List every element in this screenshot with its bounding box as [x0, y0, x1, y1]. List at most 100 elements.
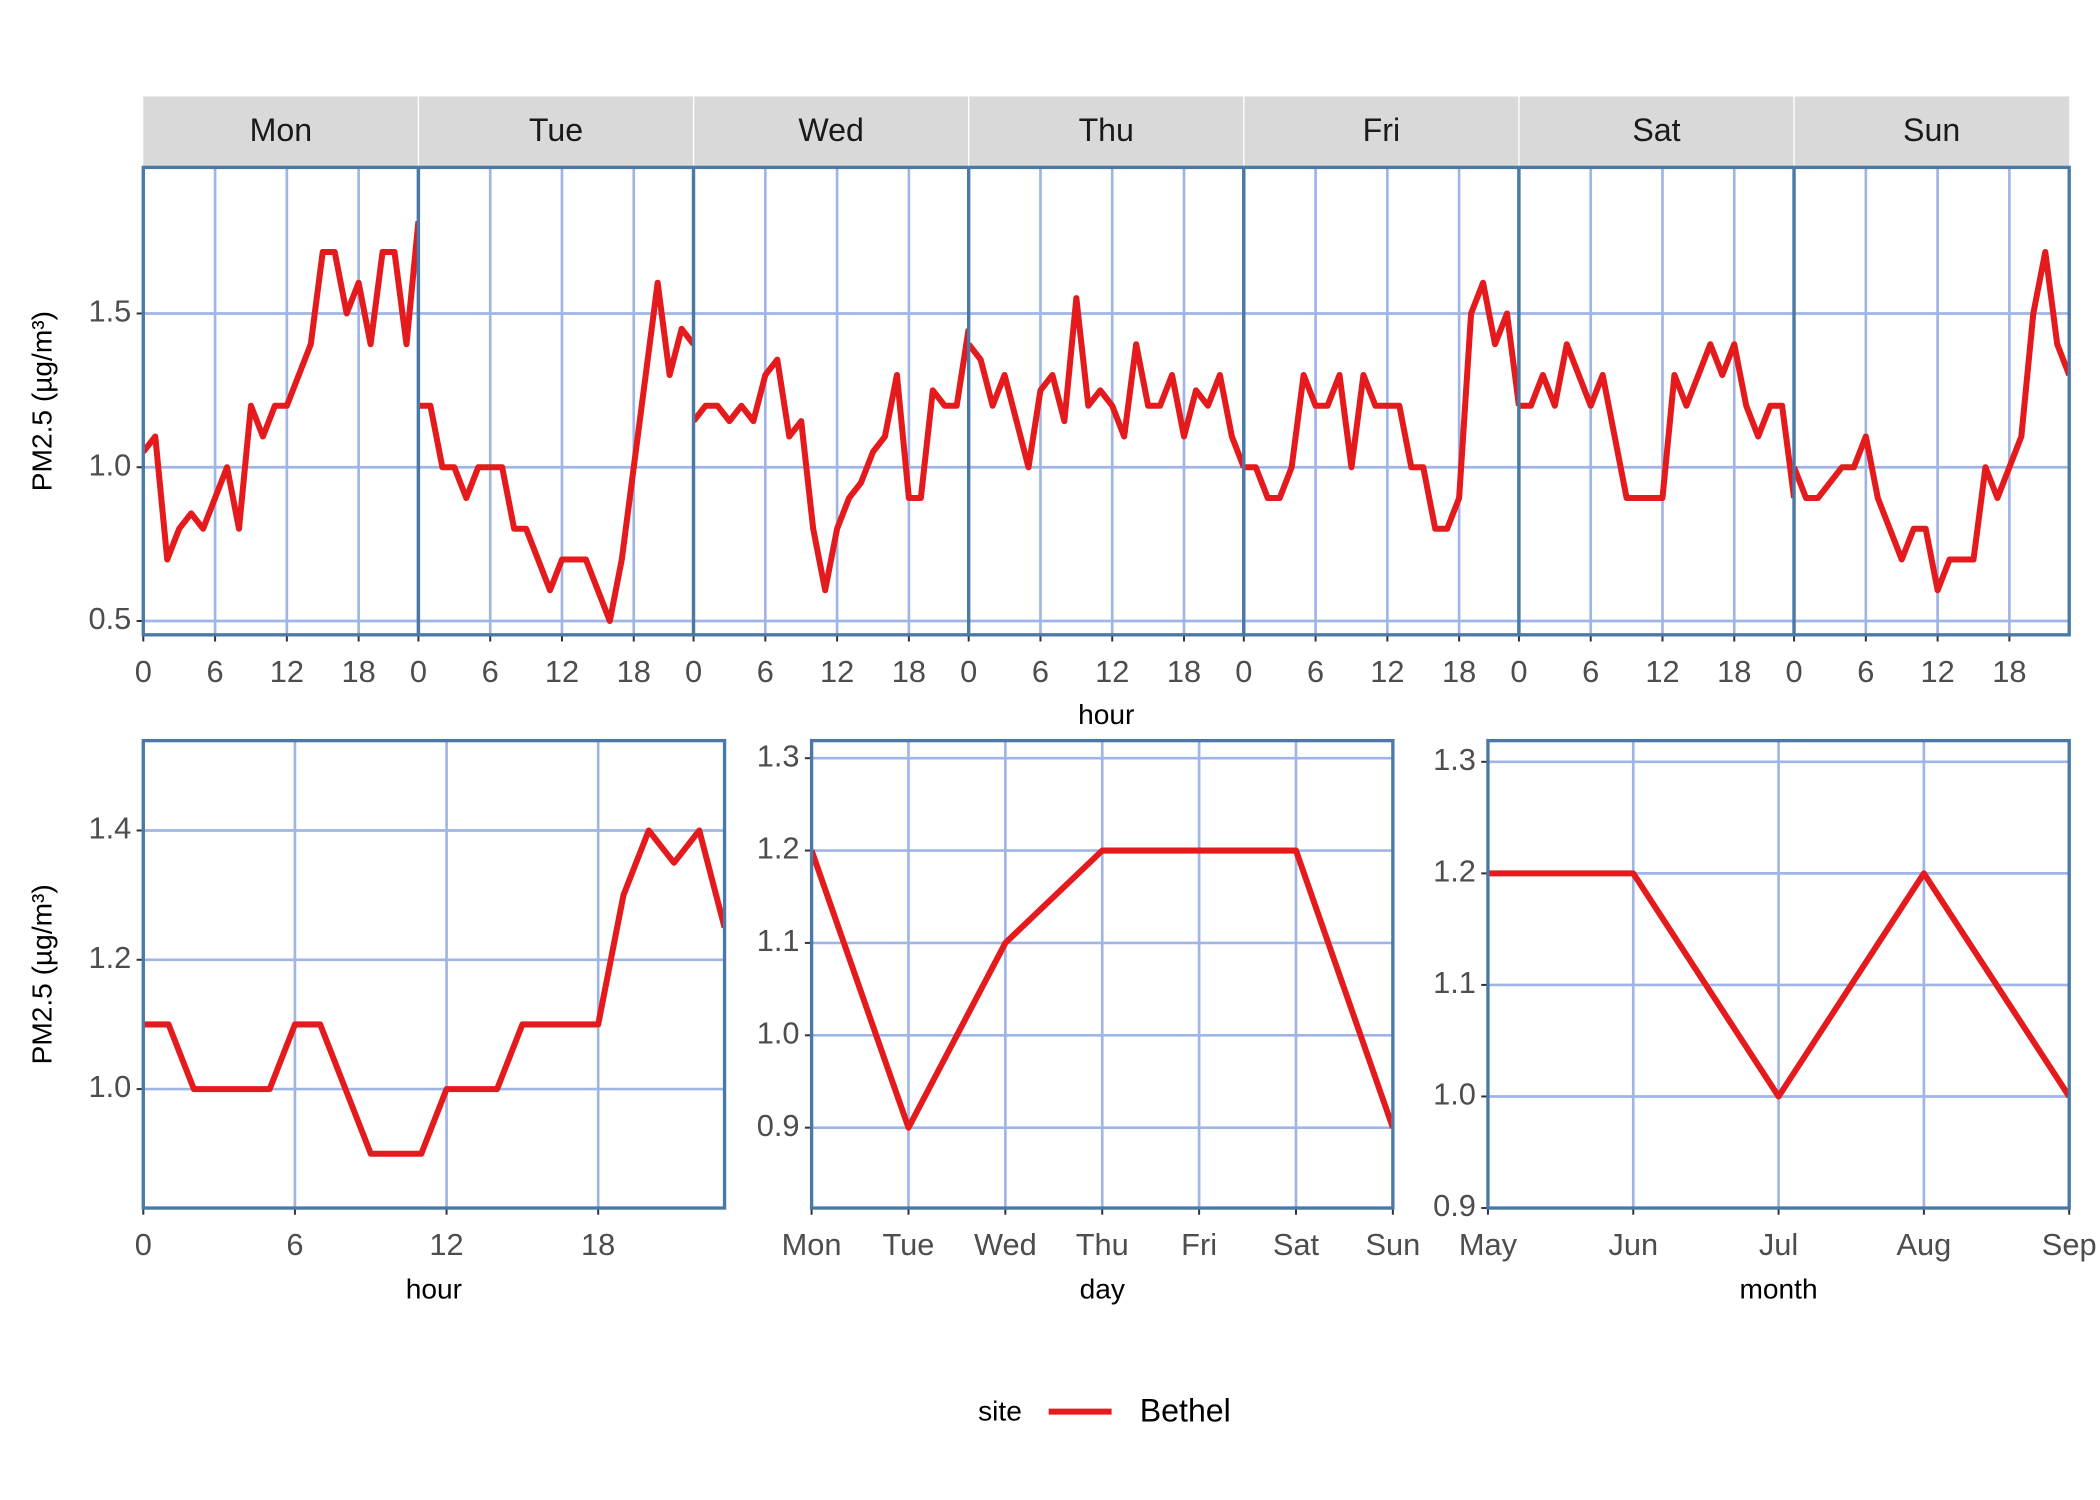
x-tick-label: 0 — [960, 654, 977, 689]
x-tick-label: 18 — [341, 654, 375, 689]
x-tick-label: Aug — [1896, 1227, 1951, 1262]
data-line — [1487, 870, 2070, 1100]
y-tick-label: 1.3 — [1433, 742, 1476, 777]
y-tick-label: 1.2 — [757, 831, 800, 866]
x-axis-title: hour — [1078, 699, 1134, 730]
data-line — [811, 847, 1393, 1131]
x-tick-label: 12 — [545, 654, 579, 689]
x-tick-label: 12 — [1095, 654, 1129, 689]
legend-label: Bethel — [1140, 1392, 1231, 1428]
x-tick-label: Sat — [1273, 1227, 1320, 1262]
x-axis-title: hour — [406, 1273, 462, 1304]
strip-background — [1243, 96, 1519, 168]
y-tick-label: 1.4 — [88, 811, 131, 846]
strip-label: Tue — [529, 112, 583, 148]
panel-border — [141, 738, 727, 1210]
x-tick-label: 12 — [820, 654, 854, 689]
strip-background — [418, 96, 694, 168]
x-axis-title: day — [1080, 1273, 1125, 1304]
x-tick-label: 0 — [685, 654, 702, 689]
x-tick-label: 6 — [482, 654, 499, 689]
x-tick-label: 18 — [617, 654, 651, 689]
x-tick-label: 6 — [1582, 654, 1599, 689]
x-tick-label: 12 — [1920, 654, 1954, 689]
x-tick-label: Thu — [1076, 1227, 1129, 1262]
strip-label: Sun — [1903, 112, 1960, 148]
panel-background — [143, 740, 725, 1209]
panel-background — [1518, 167, 1795, 635]
x-tick-label: Sep — [2042, 1227, 2097, 1262]
x-tick-label: 18 — [1992, 654, 2026, 689]
x-tick-label: 6 — [757, 654, 774, 689]
strip-background — [143, 96, 419, 168]
x-tick-label: 6 — [1857, 654, 1874, 689]
x-tick-label: May — [1459, 1227, 1518, 1262]
y-tick-label: 0.5 — [88, 601, 131, 636]
data-line — [143, 220, 419, 563]
y-tick-label: 0.9 — [1433, 1188, 1476, 1223]
y-tick-label: 1.3 — [757, 738, 800, 773]
x-tick-label: 18 — [581, 1227, 615, 1262]
x-tick-label: 6 — [1032, 654, 1049, 689]
data-line — [693, 328, 969, 594]
x-tick-label: Jul — [1759, 1227, 1798, 1262]
x-tick-label: Jun — [1608, 1227, 1658, 1262]
x-tick-label: 6 — [286, 1227, 303, 1262]
x-tick-label: 0 — [410, 654, 427, 689]
x-tick-label: 12 — [429, 1227, 463, 1262]
data-line — [418, 279, 694, 624]
x-tick-label: 6 — [1307, 654, 1324, 689]
legend-title: site — [978, 1395, 1022, 1426]
strip-background — [968, 96, 1244, 168]
panel-border — [1486, 738, 2071, 1210]
x-tick-label: 12 — [270, 654, 304, 689]
x-axis-title: month — [1740, 1273, 1818, 1304]
y-axis-title: PM2.5 (µg/m³) — [27, 311, 58, 491]
x-tick-label: Fri — [1181, 1227, 1217, 1262]
y-tick-label: 1.1 — [1433, 965, 1476, 1000]
x-tick-label: Sun — [1365, 1227, 1420, 1262]
y-tick-label: 1.5 — [88, 294, 131, 329]
x-tick-label: 18 — [1442, 654, 1476, 689]
y-tick-label: 1.2 — [88, 940, 131, 975]
panel-background — [418, 167, 694, 635]
x-tick-label: Mon — [782, 1227, 842, 1262]
x-tick-label: 0 — [135, 1227, 152, 1262]
x-tick-label: 0 — [135, 654, 152, 689]
panel-background — [143, 167, 419, 635]
data-line — [968, 295, 1244, 471]
data-line — [143, 827, 725, 1157]
y-tick-label: 1.1 — [757, 923, 800, 958]
data-line — [1794, 248, 2070, 594]
data-line — [1243, 279, 1519, 532]
x-tick-label: 0 — [1510, 654, 1527, 689]
x-tick-label: 0 — [1235, 654, 1252, 689]
x-tick-label: 18 — [1167, 654, 1201, 689]
x-tick-label: 18 — [1717, 654, 1751, 689]
strip-background — [1794, 96, 2070, 168]
x-tick-label: Tue — [883, 1227, 935, 1262]
data-line — [1518, 341, 1795, 501]
strip-background — [1518, 96, 1795, 168]
y-tick-label: 1.0 — [1433, 1077, 1476, 1112]
x-tick-label: 0 — [1785, 654, 1802, 689]
y-tick-label: 0.9 — [757, 1108, 800, 1143]
x-tick-label: 18 — [892, 654, 926, 689]
x-tick-label: 6 — [207, 654, 224, 689]
y-tick-label: 1.0 — [88, 1069, 131, 1104]
y-axis-title: PM2.5 (µg/m³) — [27, 884, 58, 1064]
strip-label: Thu — [1079, 112, 1134, 148]
x-tick-label: 12 — [1645, 654, 1679, 689]
y-tick-label: 1.0 — [88, 447, 131, 482]
panel-background — [1243, 167, 1519, 635]
panel-border — [809, 738, 1395, 1210]
y-tick-label: 1.2 — [1433, 854, 1476, 889]
x-tick-label: Wed — [974, 1227, 1037, 1262]
strip-label: Fri — [1363, 112, 1400, 148]
x-tick-label: 12 — [1370, 654, 1404, 689]
strip-label: Mon — [250, 112, 313, 148]
y-tick-label: 1.0 — [757, 1015, 800, 1050]
panel-border — [1792, 165, 2071, 637]
